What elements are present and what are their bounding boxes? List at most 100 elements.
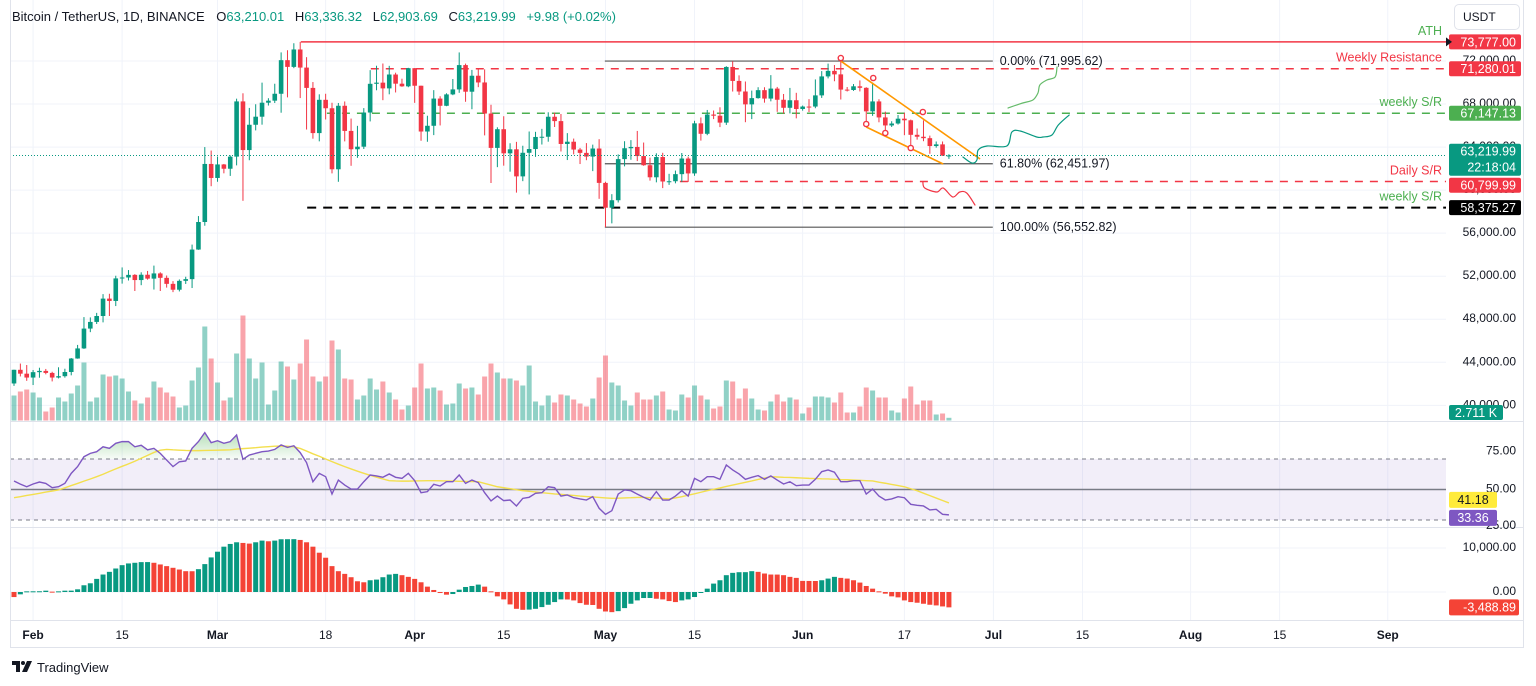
volume-bars: [11, 315, 952, 421]
volume-bar: [819, 396, 825, 421]
volume-bar: [552, 402, 558, 421]
candle-body: [43, 370, 49, 373]
macd-histogram-bar: [418, 582, 424, 592]
weekly-sr-upper-price-box-text: 67,147.13: [1460, 107, 1516, 121]
candle: [75, 344, 80, 359]
candle-body: [883, 117, 888, 126]
macd-histogram-bar: [507, 592, 513, 605]
rsi-value-box-bg: [1449, 509, 1497, 526]
macd-histogram-bar: [386, 574, 392, 592]
candle-body: [940, 144, 945, 156]
volume-bar: [68, 393, 74, 421]
volume-bar: [666, 409, 672, 421]
candle: [24, 365, 30, 381]
channel-lower-line: [865, 126, 944, 165]
candle: [666, 173, 672, 185]
candle-body: [666, 181, 672, 183]
time-axis-label: 15: [688, 628, 702, 642]
candle-body: [208, 163, 214, 178]
currency-button[interactable]: USDT: [1454, 4, 1520, 30]
price-axis-label: 48,000.00: [1463, 311, 1517, 325]
time-axis[interactable]: Feb 15 Mar 18 Apr 15 May 15 Jun 17 Jul 15 Aug 15 Sep: [22, 628, 1398, 642]
channel-pivot-marker: [862, 120, 870, 128]
volume-bar: [189, 380, 195, 421]
candle: [838, 61, 844, 100]
volume-bar: [787, 397, 793, 421]
candle-body: [628, 146, 634, 149]
macd-histogram-bar: [367, 580, 373, 592]
candle-body: [488, 113, 494, 148]
volume-bar: [323, 376, 329, 421]
candle: [577, 147, 583, 165]
candle: [647, 157, 653, 181]
volume-bar: [272, 390, 278, 421]
candle-body: [946, 155, 952, 157]
volume-bar: [259, 362, 265, 421]
tradingview-logo[interactable]: TradingView: [12, 659, 109, 675]
candle: [825, 63, 831, 79]
price-axis[interactable]: 72,000.0068,000.0064,000.0060,000.0056,0…: [1446, 34, 1521, 616]
macd-histogram-bar: [641, 592, 647, 599]
candle: [355, 125, 360, 158]
volume-bar: [119, 378, 125, 421]
candle: [285, 50, 290, 98]
candle-body: [743, 91, 748, 105]
volume-bar: [450, 403, 456, 421]
candle: [437, 96, 443, 126]
macd-histogram-bar: [443, 592, 449, 595]
macd-histogram-bar: [800, 580, 806, 592]
volume-bar: [800, 413, 806, 421]
fib-level-label: 0.00% (71,995.62): [1000, 54, 1103, 68]
symbol-title[interactable]: Bitcoin / TetherUS, 1D, BINANCE: [12, 9, 205, 24]
candle: [329, 102, 335, 174]
candle-body: [806, 106, 812, 108]
candle-body: [685, 158, 691, 174]
macd-histogram-bar: [259, 540, 265, 592]
candle-body: [654, 157, 659, 178]
time-axis-label: 18: [319, 628, 333, 642]
weekly-resistance-price-box: 71,280.01: [1449, 61, 1521, 77]
candle: [501, 116, 507, 166]
candle-body: [539, 136, 545, 138]
candle-body: [24, 373, 30, 378]
volume-bar: [62, 401, 68, 421]
volume-bar: [36, 397, 42, 421]
candle: [851, 84, 856, 91]
weekly-resistance-price-box-text: 71,280.01: [1460, 62, 1516, 76]
candle-body: [482, 82, 487, 114]
macd-histogram-bar: [876, 591, 882, 593]
ath-price-box-text: 73,777.00: [1460, 35, 1516, 49]
candle-body: [138, 274, 144, 281]
candle: [857, 80, 863, 92]
volume-bar: [195, 367, 201, 421]
macd-histogram-bar: [520, 592, 526, 610]
candle: [533, 131, 538, 157]
candle: [933, 141, 939, 148]
candle-body: [781, 99, 786, 108]
volume-bar: [380, 381, 386, 421]
daily-sr-price-box: 60,799.99: [1449, 177, 1521, 193]
macd-histogram-bar: [437, 592, 443, 594]
candle-body: [558, 121, 564, 144]
last-price-box-text: 63,219.99: [1460, 145, 1516, 159]
channel-pivot-marker: [837, 54, 845, 62]
macd-histogram-bar: [927, 592, 933, 605]
volume-bar: [647, 399, 653, 421]
volume-bar: [132, 400, 138, 421]
candle-body: [647, 165, 653, 178]
macd-histogram-bar: [539, 592, 545, 608]
macd-histogram-bar: [374, 579, 380, 592]
candle: [552, 112, 557, 128]
weekly-sr-upper-price-box: 67,147.13: [1449, 105, 1521, 121]
channel-pivot-marker: [919, 108, 927, 116]
macd-histogram-bar: [501, 592, 507, 600]
macd-histogram-bar: [863, 585, 869, 592]
volume-bar: [367, 378, 373, 421]
candle: [304, 57, 309, 130]
open-value: 63,210.01: [226, 9, 285, 24]
macd-histogram-bar: [272, 540, 278, 592]
candle-body: [762, 90, 767, 99]
volume-bar: [704, 399, 710, 421]
macd-histogram-bar: [857, 582, 863, 592]
